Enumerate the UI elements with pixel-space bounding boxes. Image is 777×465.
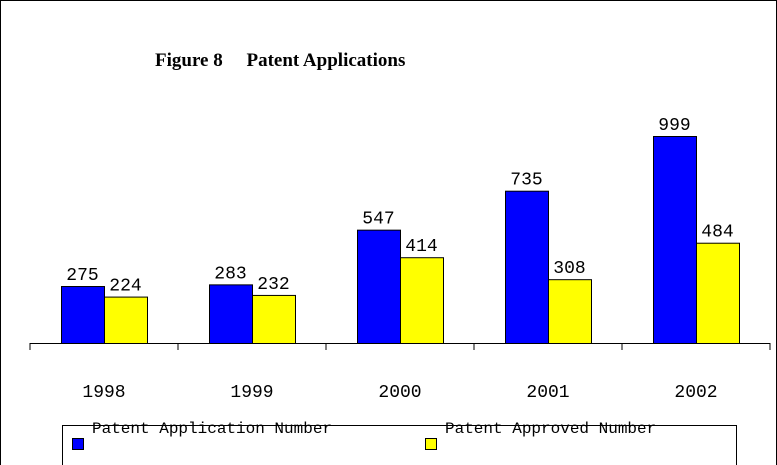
- data-label: 275: [66, 266, 98, 286]
- bar: [104, 296, 148, 344]
- bar: [357, 229, 401, 344]
- bar: [696, 242, 740, 345]
- chart-title: Figure 8 Patent Applications: [155, 50, 405, 71]
- bar: [653, 136, 697, 344]
- legend-swatch: [72, 438, 84, 450]
- x-tick-label: 2001: [526, 383, 569, 403]
- bar: [548, 279, 592, 344]
- bar: [61, 286, 105, 344]
- data-label: 308: [553, 259, 585, 279]
- bar: [505, 190, 549, 344]
- x-tick-label: 2002: [674, 383, 717, 403]
- x-tick-label: 1999: [230, 383, 273, 403]
- data-label: 735: [510, 171, 542, 191]
- data-label: 224: [109, 277, 141, 297]
- legend-box: [62, 425, 737, 465]
- bar: [400, 257, 444, 344]
- data-label: 547: [362, 210, 394, 230]
- data-label: 283: [214, 264, 246, 284]
- data-label: 484: [701, 223, 733, 243]
- data-label: 414: [405, 237, 437, 257]
- x-tick-label: 2000: [378, 383, 421, 403]
- bar: [209, 284, 253, 344]
- legend-label: Patent Application Number: [92, 420, 332, 438]
- data-label: 232: [257, 275, 289, 295]
- x-tick-label: 1998: [82, 383, 125, 403]
- data-label: 999: [658, 116, 690, 136]
- bar: [252, 294, 296, 344]
- legend-label: Patent Approved Number: [445, 420, 656, 438]
- legend-swatch: [425, 438, 437, 450]
